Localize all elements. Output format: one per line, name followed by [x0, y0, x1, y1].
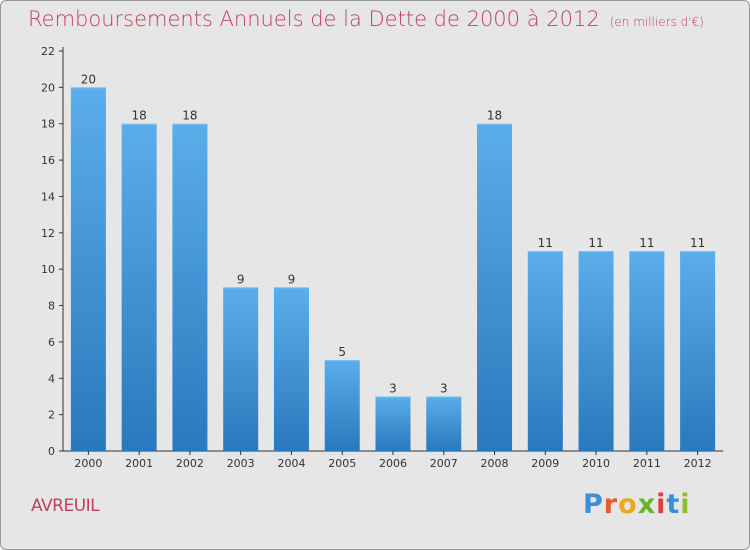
- x-tick-label: 2009: [531, 457, 559, 470]
- bar-data-label: 5: [338, 345, 346, 359]
- chart-bars: [70, 87, 716, 452]
- bar-data-label: 9: [288, 272, 296, 286]
- y-tick-label: 8: [48, 300, 55, 313]
- x-tick-label: 2011: [633, 457, 661, 470]
- logo-letter: o: [618, 489, 638, 520]
- x-tick-label: 2008: [481, 457, 509, 470]
- chart-data-labels: 20 18 18 9 9 5 3 3 18 11 11 11 11: [81, 72, 706, 395]
- bar: [223, 287, 259, 451]
- logo-letter: P: [583, 489, 604, 520]
- bar-data-label: 9: [237, 272, 245, 286]
- y-tick-label: 10: [41, 263, 55, 276]
- bar-data-label: 20: [81, 72, 96, 86]
- bar: [426, 396, 462, 451]
- x-tick-label: 2004: [277, 457, 305, 470]
- y-tick-label: 20: [41, 81, 55, 94]
- bar-data-label: 11: [690, 236, 705, 250]
- x-tick-label: 2007: [430, 457, 458, 470]
- y-tick-label: 22: [41, 45, 55, 58]
- y-tick-label: 6: [48, 336, 55, 349]
- y-tick-label: 14: [41, 190, 55, 203]
- x-tick-label: 2003: [227, 457, 255, 470]
- chart-unit: (en milliers d'€): [609, 15, 704, 29]
- logo-letter: r: [603, 489, 619, 520]
- bar: [578, 251, 614, 451]
- logo-letter: t: [666, 489, 681, 520]
- logo-letter: i: [656, 489, 667, 520]
- bar: [324, 360, 360, 451]
- bar-data-label: 11: [538, 236, 553, 250]
- bar: [121, 123, 157, 452]
- bar: [629, 251, 665, 451]
- bar-data-label: 18: [487, 109, 502, 123]
- y-tick-label: 4: [48, 372, 55, 385]
- bar: [477, 123, 513, 452]
- logo-letter: x: [637, 489, 657, 520]
- commune-name: AVREUIL: [31, 496, 100, 516]
- y-tick-label: 0: [48, 445, 55, 458]
- bar: [375, 396, 411, 451]
- bar-data-label: 3: [440, 381, 448, 395]
- x-tick-label: 2002: [176, 457, 204, 470]
- x-tick-label: 2000: [74, 457, 102, 470]
- bar: [680, 251, 716, 451]
- chart-title: Remboursements Annuels de la Dette de 20…: [28, 7, 704, 31]
- x-tick-label: 2005: [328, 457, 356, 470]
- bar-data-label: 18: [132, 109, 147, 123]
- x-tick-label: 2001: [125, 457, 153, 470]
- y-tick-label: 16: [41, 154, 55, 167]
- bar: [273, 287, 309, 451]
- proxiti-logo[interactable]: Proxiti: [583, 489, 691, 520]
- bar-data-label: 11: [588, 236, 603, 250]
- bar-data-label: 18: [182, 109, 197, 123]
- y-tick-label: 18: [41, 118, 55, 131]
- bar: [527, 251, 563, 451]
- x-tick-label: 2006: [379, 457, 407, 470]
- y-tick-label: 2: [48, 409, 55, 422]
- x-tick-label: 2012: [684, 457, 712, 470]
- bar-data-label: 3: [389, 381, 397, 395]
- chart-title-text: Remboursements Annuels de la Dette de 20…: [28, 7, 600, 31]
- logo-letter: i: [680, 489, 691, 520]
- x-tick-label: 2010: [582, 457, 610, 470]
- chart-axes: 0 2 4 6 8 10 12 14 16 18 20 22 2000 2001 2002 2003 2004 2…: [41, 45, 723, 470]
- bar: [172, 123, 208, 452]
- bar: [70, 87, 106, 451]
- bar-data-label: 11: [639, 236, 654, 250]
- y-tick-label: 12: [41, 227, 55, 240]
